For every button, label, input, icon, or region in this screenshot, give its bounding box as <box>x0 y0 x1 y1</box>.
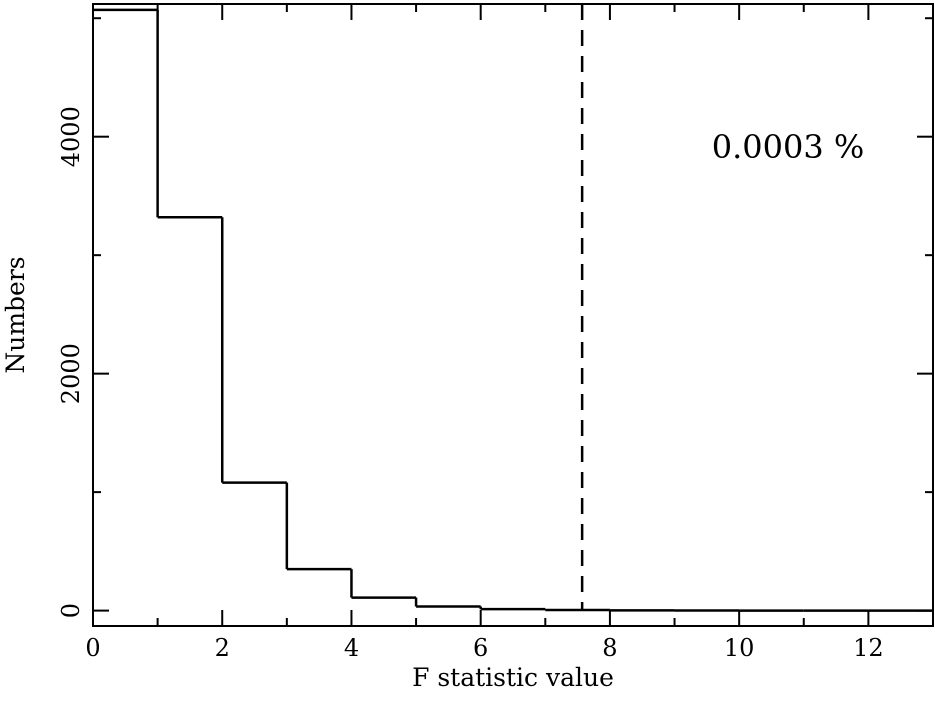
percentage-annotation: 0.0003 % <box>712 128 865 166</box>
y-axis-label: Numbers <box>1 256 30 373</box>
x-tick-label: 2 <box>215 634 230 662</box>
ticks-layer <box>92 4 933 626</box>
plot-frame <box>92 3 934 627</box>
x-tick-label: 6 <box>473 634 488 662</box>
x-tick-label: 12 <box>853 634 884 662</box>
y-tick-label: 2000 <box>57 343 85 404</box>
histogram-layer <box>93 8 933 612</box>
x-axis-label: F statistic value <box>412 663 614 692</box>
x-tick-label: 8 <box>602 634 617 662</box>
x-tick-label: 10 <box>724 634 755 662</box>
tick-labels-layer: 0 2 4 6 8 10 12 0 2000 4000 <box>57 106 884 662</box>
y-tick-label: 0 <box>57 603 85 618</box>
x-tick-label: 0 <box>85 634 100 662</box>
y-tick-label: 4000 <box>57 106 85 167</box>
x-tick-label: 4 <box>344 634 359 662</box>
